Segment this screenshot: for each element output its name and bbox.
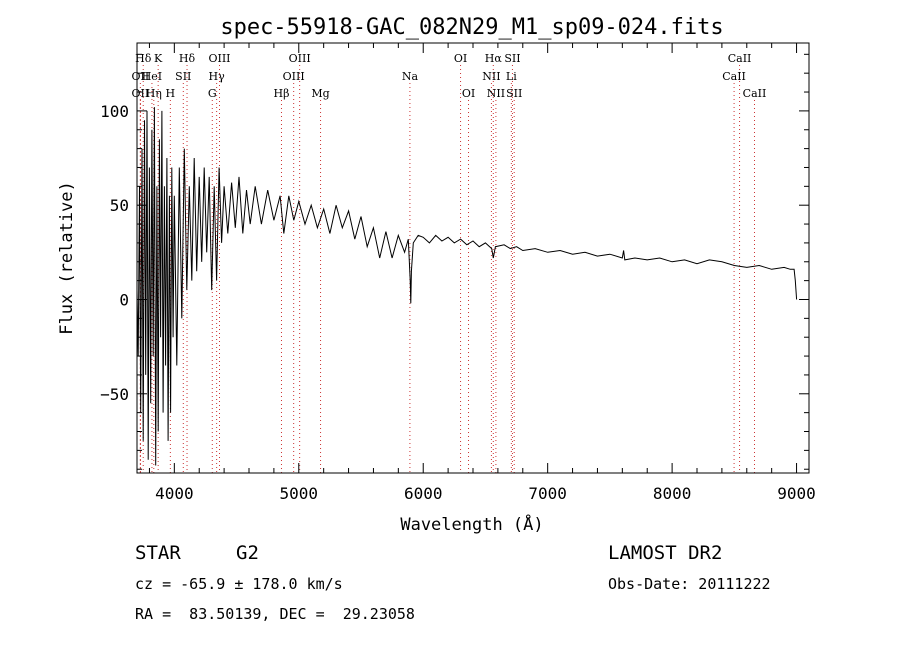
x-axis-label: Wavelength (Å) — [400, 513, 543, 535]
line-marker-label: G — [208, 87, 217, 100]
line-marker-label: Hγ — [209, 70, 226, 83]
obs-date: Obs-Date: 20111222 — [608, 575, 771, 593]
line-marker-label: Hδ — [179, 52, 196, 65]
line-marker-label: OIII — [283, 70, 305, 83]
line-marker-label: OII — [132, 70, 150, 83]
line-marker-label: HeI — [142, 70, 162, 83]
x-axis-ticks: 4000 5000 6000 7000 8000 9000 — [148, 43, 816, 503]
redshift-text: cz = -65.9 ± 178.0 km/s — [135, 575, 343, 593]
object-type: STAR — [135, 542, 181, 564]
line-marker-label: Hα — [485, 52, 503, 65]
line-marker-label: OI — [462, 87, 475, 100]
line-marker-label: OIII — [289, 52, 311, 65]
x-tick-label: 5000 — [280, 484, 319, 503]
line-marker-label: Hδ — [135, 52, 152, 65]
line-marker-label: CaII — [728, 52, 752, 65]
y-tick-label: −50 — [100, 385, 129, 404]
y-tick-label: 100 — [100, 102, 129, 121]
coordinates: RA = 83.50139, DEC = 29.23058 — [135, 605, 415, 623]
spectrum-line — [136, 107, 798, 466]
chart-title: spec-55918-GAC_082N29_M1_sp09-024.fits — [220, 15, 723, 40]
line-marker-label: Mg — [311, 87, 329, 100]
line-marker-label: Hβ — [274, 87, 290, 100]
line-marker-label: OII — [132, 87, 150, 100]
line-marker-label: OI — [454, 52, 467, 65]
x-tick-label: 7000 — [528, 484, 567, 503]
line-marker-label: SII — [504, 52, 520, 65]
line-marker-label: NII — [482, 70, 500, 83]
line-marker-label: H — [166, 87, 176, 100]
survey-name: LAMOST DR2 — [608, 542, 723, 564]
line-marker-label: CaII — [743, 87, 767, 100]
subclass: G2 — [236, 542, 259, 564]
line-marker-label: Na — [402, 70, 419, 83]
line-marker-label: OIII — [208, 52, 230, 65]
line-marker-label: SII — [175, 70, 191, 83]
y-tick-label: 50 — [110, 196, 129, 215]
line-marker-label: CaII — [722, 70, 746, 83]
line-marker-label: SII — [506, 87, 522, 100]
y-axis-label: Flux (relative) — [57, 181, 77, 335]
spectral-line-markers — [139, 65, 755, 473]
x-tick-label: 8000 — [653, 484, 692, 503]
line-marker-label: Hη — [146, 87, 162, 100]
line-marker-label: Li — [506, 70, 517, 83]
line-marker-label: K — [154, 52, 163, 65]
y-tick-label: 0 — [119, 290, 129, 309]
x-tick-label: 4000 — [155, 484, 194, 503]
x-tick-label: 6000 — [404, 484, 443, 503]
x-tick-label: 9000 — [777, 484, 816, 503]
plot-frame — [136, 42, 810, 474]
line-marker-label: NII — [487, 87, 505, 100]
